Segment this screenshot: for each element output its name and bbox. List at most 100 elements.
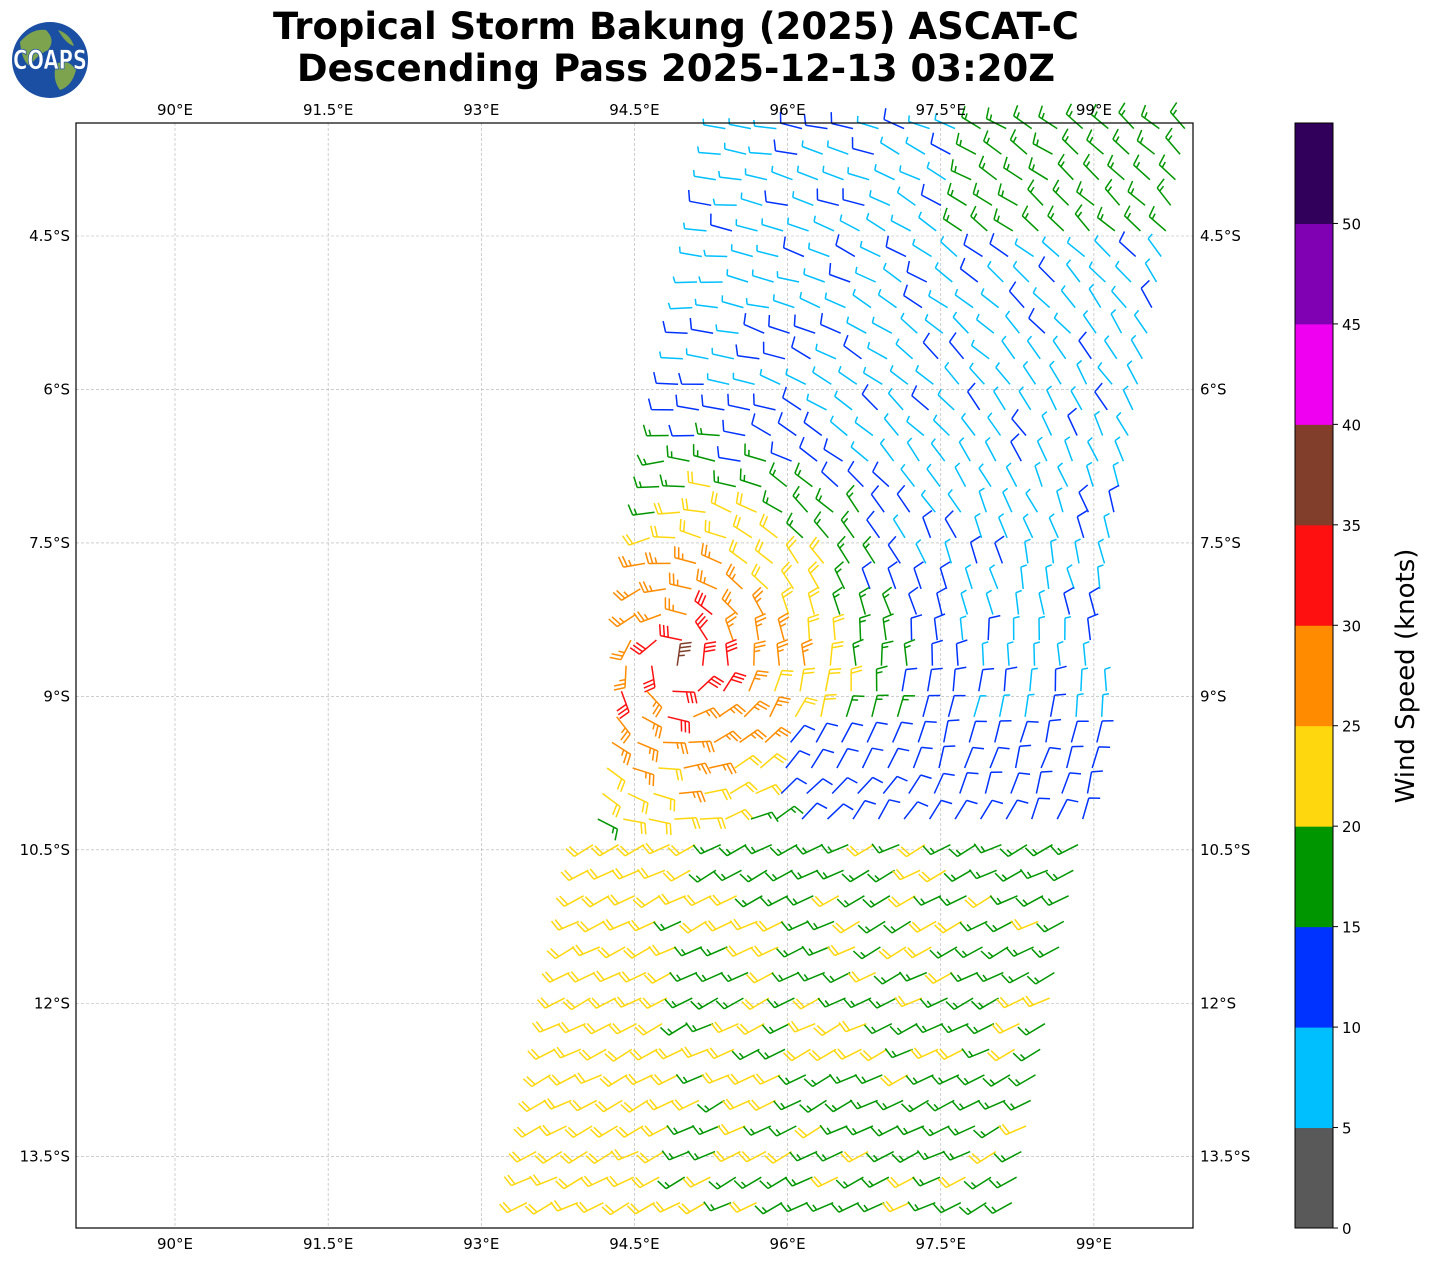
wind-barb [956, 1074, 985, 1086]
wind-barb [1052, 335, 1067, 360]
wind-barb [543, 1098, 572, 1110]
wind-barb [1002, 1099, 1032, 1111]
wind-barb [886, 1176, 915, 1189]
wind-barb [912, 238, 932, 258]
wind-barb [744, 443, 767, 462]
wind-barb [984, 436, 997, 462]
wind-barb [722, 1098, 751, 1111]
colorbar-bin [1295, 926, 1333, 1028]
lon-tick-label-bottom: 91.5°E [303, 1235, 353, 1253]
wind-barb [1169, 102, 1186, 130]
wind-barb [924, 971, 953, 984]
wind-barb [830, 112, 854, 130]
wind-barb [816, 188, 839, 207]
wind-barb [918, 211, 937, 232]
wind-barb [650, 1074, 679, 1086]
wind-barb [1033, 641, 1041, 666]
wind-barb [1010, 918, 1039, 931]
wind-barb [1007, 1074, 1036, 1087]
wind-barb [799, 436, 818, 462]
wind-barb [1103, 335, 1118, 360]
lon-tick-label-top: 91.5°E [303, 101, 353, 119]
wind-barb [1156, 178, 1172, 206]
wind-barb [981, 641, 989, 666]
wind-barb [960, 589, 969, 615]
wind-barb [701, 394, 725, 411]
wind-barb [759, 368, 781, 385]
wind-barb [1136, 129, 1156, 155]
wind-barb [560, 869, 589, 882]
wind-barb [632, 767, 655, 787]
wind-barb [820, 843, 849, 854]
wind-barb [1038, 589, 1045, 615]
wind-barb [770, 441, 792, 462]
wind-barb [1087, 436, 1099, 462]
wind-barb [646, 690, 663, 718]
wind-barb [538, 1124, 567, 1137]
wind-barb [940, 1023, 969, 1034]
wind-barb [1053, 312, 1072, 334]
wind-barb [808, 1048, 837, 1062]
wind-barb [845, 695, 865, 718]
colorbar: 0 5 10 15 20 25 30 35 40 45 50 Wind Speed (knots) [1294, 122, 1421, 1238]
wind-barb [790, 724, 816, 743]
wind-barb [1082, 310, 1097, 334]
wind-barb [937, 1176, 966, 1189]
wind-barb [722, 419, 746, 437]
wind-barb [667, 302, 693, 310]
wind-barb [837, 365, 858, 385]
wind-barb [898, 971, 928, 982]
wind-barb [1132, 154, 1151, 181]
wind-barb [725, 808, 754, 821]
wind-barb [1005, 462, 1018, 487]
wind-barb [747, 146, 772, 155]
wind-barb [1104, 178, 1121, 206]
wind-barb [661, 1150, 690, 1161]
wind-barb [608, 1022, 637, 1035]
wind-barb [1115, 411, 1129, 436]
lat-tick-label-left: 4.5°S [29, 227, 70, 245]
wind-barb [938, 745, 956, 769]
wind-barb [916, 1149, 945, 1161]
wind-barb [954, 462, 967, 487]
wind-barb [1057, 462, 1069, 487]
wind-barb [612, 588, 641, 601]
wind-barb [522, 1074, 551, 1088]
wind-barb [1093, 410, 1104, 436]
wind-barb [891, 1150, 920, 1163]
wind-barb [631, 1176, 660, 1189]
wind-barb [994, 719, 1012, 743]
wind-barb [557, 1021, 586, 1034]
wind-barb [772, 294, 795, 309]
lat-tick-label-right: 13.5°S [1200, 1148, 1250, 1166]
wind-barb [875, 665, 888, 692]
wind-barb [636, 1150, 665, 1164]
wind-barb [769, 844, 798, 857]
wind-barb [835, 234, 856, 258]
wind-barb [824, 292, 846, 309]
wind-barb [1001, 335, 1016, 360]
wind-barb [859, 240, 881, 258]
wind-barb [1108, 484, 1120, 513]
wind-barb [944, 361, 960, 385]
colorbar-ticks: 0 5 10 15 20 25 30 35 40 45 50 [1333, 215, 1361, 1238]
wind-barb [913, 561, 924, 590]
wind-barb [835, 1176, 864, 1189]
wind-barb [1111, 285, 1127, 309]
colorbar-label: Wind Speed (knots) [1391, 549, 1421, 804]
wind-barb [807, 561, 820, 590]
wind-barb [605, 1175, 635, 1188]
wind-barb [792, 997, 821, 1010]
lon-tick-label-top: 94.5°E [609, 101, 659, 119]
wind-barb [896, 1125, 925, 1136]
wind-barb [730, 244, 754, 258]
wind-barb [657, 1176, 686, 1190]
wind-barb [973, 843, 1002, 854]
wind-barb [977, 1099, 1006, 1110]
wind-barb [847, 167, 870, 181]
wind-barb [762, 490, 783, 513]
wind-barb [777, 411, 797, 437]
wind-barb [892, 721, 913, 743]
wind-barb [815, 869, 844, 880]
wind-barb [623, 946, 652, 959]
